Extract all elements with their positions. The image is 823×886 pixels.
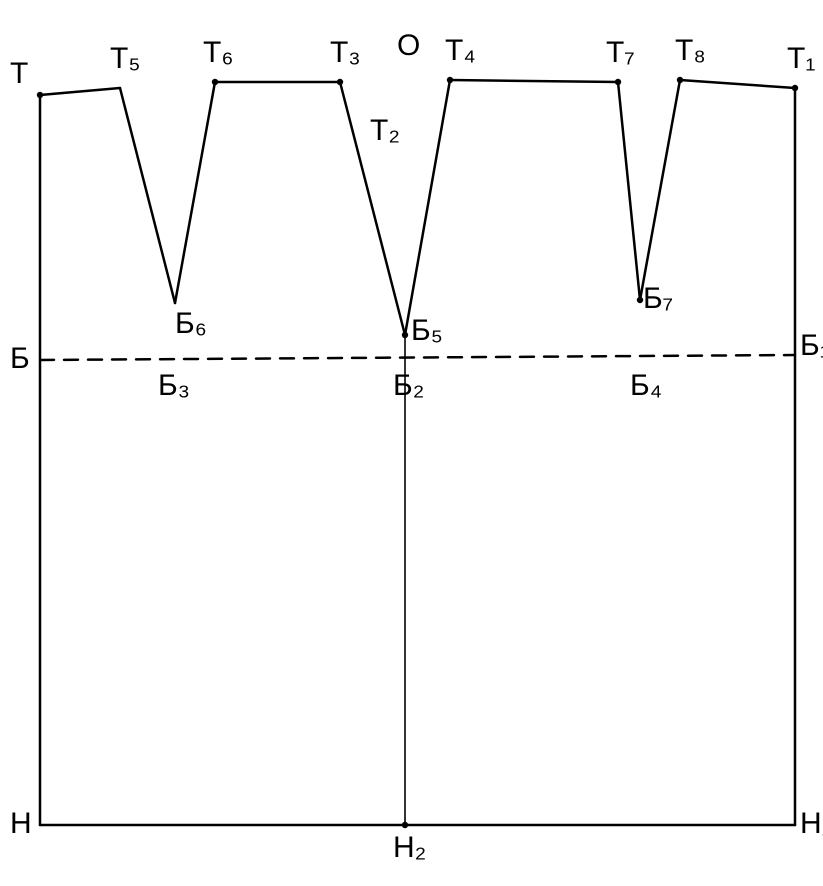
label-H2: Н₂ bbox=[393, 831, 426, 864]
label-H1: Н₁ bbox=[800, 807, 823, 840]
point-H2 bbox=[402, 822, 408, 828]
segment-B-B1 bbox=[40, 355, 795, 360]
segment-T8-T1 bbox=[680, 80, 795, 88]
label-O: О bbox=[397, 29, 420, 62]
label-B: Б bbox=[10, 342, 30, 375]
label-B4: Б₄ bbox=[630, 369, 662, 402]
point-T8 bbox=[677, 77, 683, 83]
label-T3: Т₃ bbox=[330, 36, 361, 69]
label-B1: Б₁ bbox=[800, 329, 823, 362]
label-T7: Т₇ bbox=[606, 36, 635, 69]
label-T5: Т₅ bbox=[110, 42, 140, 75]
label-B6: Б₆ bbox=[175, 307, 207, 340]
segment-B7-T8 bbox=[640, 80, 680, 300]
label-T8: Т₈ bbox=[675, 34, 706, 67]
point-T4 bbox=[447, 77, 453, 83]
segment-T4-T7 bbox=[450, 80, 618, 82]
segment-T5-B6 bbox=[120, 88, 175, 303]
point-T1 bbox=[792, 85, 798, 91]
label-T6: Т₆ bbox=[203, 36, 233, 69]
lines-layer bbox=[40, 80, 795, 825]
point-B5 bbox=[402, 332, 408, 338]
label-T1: Т₁ bbox=[787, 42, 815, 75]
point-T bbox=[37, 92, 43, 98]
pattern-diagram: Т Т₅ Т₆ Т₃ О Т₂ Т₄ Т₇ Т₈ Т₁ Б Б₁ Б₂ Б₃ Б₄ Б₅ Б₆ Б₇ Н Н₁ Н₂ bbox=[0, 0, 823, 886]
label-B3: Б₃ bbox=[158, 369, 190, 402]
label-B7: Б₇ bbox=[643, 282, 673, 315]
segment-T7-B7 bbox=[618, 82, 640, 300]
label-T2: Т₂ bbox=[370, 114, 400, 147]
labels-layer: Т Т₅ Т₆ Т₃ О Т₂ Т₄ Т₇ Т₈ Т₁ Б Б₁ Б₂ Б₃ Б₄ Б₅ Б₆ Б₇ Н Н₁ Н₂ bbox=[10, 29, 823, 864]
label-T: Т bbox=[10, 57, 28, 90]
label-B2: Б₂ bbox=[393, 369, 424, 402]
segment-B5-T4 bbox=[405, 80, 450, 335]
point-T6 bbox=[212, 79, 218, 85]
point-T7 bbox=[615, 79, 621, 85]
label-T4: Т₄ bbox=[445, 34, 476, 67]
label-B5: Б₅ bbox=[411, 314, 443, 347]
dashed-layer bbox=[40, 355, 795, 360]
segment-T-T5 bbox=[40, 88, 120, 95]
point-T3 bbox=[337, 79, 343, 85]
segment-B6-T6 bbox=[175, 82, 215, 303]
label-H: Н bbox=[10, 807, 32, 840]
dots-layer bbox=[37, 77, 798, 828]
